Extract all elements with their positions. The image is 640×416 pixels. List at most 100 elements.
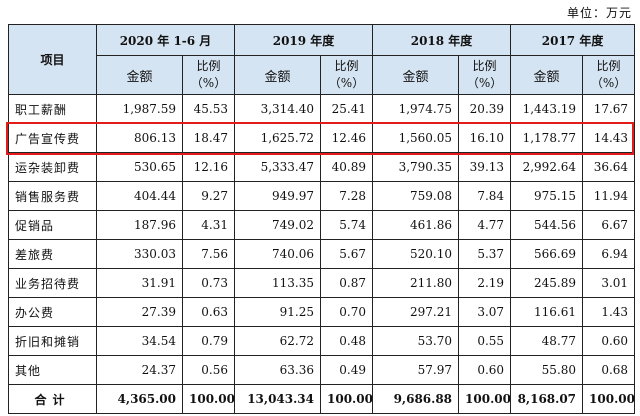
header-period-2018: 2018 年度 (372, 24, 512, 56)
ratio-cell: 7.28 (319, 181, 374, 211)
header-ratio-unit: （%） (466, 76, 503, 90)
table-row: 运杂装卸费 530.65 12.16 5,333.47 40.89 3,790.35 39.… (8, 152, 636, 182)
table-row: 差旅费 330.03 7.56 740.06 5.67 520.10 5.37 566.69 6… (8, 239, 636, 269)
amount-cell: 949.97 (234, 181, 321, 211)
header-period-2017: 2017 年度 (510, 24, 636, 56)
amount-cell: 544.56 (510, 210, 584, 240)
amount-cell: 211.80 (372, 268, 460, 298)
header-ratio-label: 比例 (196, 59, 221, 73)
row-name: 促销品 (8, 210, 97, 240)
amount-cell: 63.36 (234, 355, 321, 385)
header-ratio: 比例 （%） (458, 55, 512, 95)
ratio-cell: 0.56 (182, 355, 235, 385)
amount-cell: 566.69 (510, 239, 584, 269)
amount-cell: 5,333.47 (234, 152, 321, 182)
amount-cell: 1,178.77 (510, 123, 584, 153)
amount-cell: 1,443.19 (510, 94, 584, 124)
ratio-cell: 4.31 (182, 210, 235, 240)
ratio-cell: 0.60 (582, 326, 636, 356)
amount-cell: 520.10 (372, 239, 460, 269)
amount-cell: 55.80 (510, 355, 584, 385)
row-name: 差旅费 (8, 239, 97, 269)
table-row: 折旧和摊销 34.54 0.79 62.72 0.48 53.70 0.55 48.77 0.6… (8, 326, 636, 356)
amount-cell: 1,974.75 (372, 94, 460, 124)
amount-cell: 245.89 (510, 268, 584, 298)
header-ratio: 比例 （%） (319, 55, 374, 95)
ratio-cell: 3.01 (582, 268, 636, 298)
amount-cell: 1,625.72 (234, 123, 321, 153)
ratio-cell: 7.56 (182, 239, 235, 269)
amount-cell: 806.13 (96, 123, 183, 153)
amount-cell: 749.02 (234, 210, 321, 240)
amount-cell: 116.61 (510, 297, 584, 327)
ratio-cell: 0.73 (182, 268, 235, 298)
total-ratio-cell: 100.00 (458, 384, 512, 414)
header-amount: 金额 (510, 55, 584, 95)
header-period-2020h1: 2020 年 1-6 月 (96, 24, 235, 56)
row-name: 业务招待费 (8, 268, 97, 298)
header-ratio-label: 比例 (334, 59, 359, 73)
amount-cell: 3,790.35 (372, 152, 460, 182)
amount-cell: 57.97 (372, 355, 460, 385)
amount-cell: 461.86 (372, 210, 460, 240)
total-amount-cell: 13,043.34 (234, 384, 321, 414)
ratio-cell: 0.55 (458, 326, 512, 356)
ratio-cell: 18.47 (182, 123, 235, 153)
amount-cell: 759.08 (372, 181, 460, 211)
amount-cell: 1,560.05 (372, 123, 460, 153)
amount-cell: 91.25 (234, 297, 321, 327)
ratio-cell: 5.67 (319, 239, 374, 269)
ratio-cell: 12.16 (182, 152, 235, 182)
ratio-cell: 45.53 (182, 94, 235, 124)
amount-cell: 48.77 (510, 326, 584, 356)
ratio-cell: 20.39 (458, 94, 512, 124)
total-ratio-cell: 100.00 (182, 384, 235, 414)
total-amount-cell: 8,168.07 (510, 384, 584, 414)
header-ratio-unit: （%） (190, 76, 227, 90)
table-row: 业务招待费 31.91 0.73 113.35 0.87 211.80 2.19 245.89… (8, 268, 636, 298)
ratio-cell: 0.68 (582, 355, 636, 385)
header-ratio-unit: （%） (328, 76, 365, 90)
ratio-cell: 0.87 (319, 268, 374, 298)
ratio-cell: 4.77 (458, 210, 512, 240)
ratio-cell: 39.13 (458, 152, 512, 182)
amount-cell: 740.06 (234, 239, 321, 269)
expense-table-container: 项目 2020 年 1-6 月 2019 年度 2018 年度 2017 年度 … (6, 24, 636, 414)
amount-cell: 34.54 (96, 326, 183, 356)
header-period-2019: 2019 年度 (233, 24, 374, 56)
row-name: 广告宣传费 (8, 123, 97, 153)
header-amount: 金额 (234, 55, 321, 95)
ratio-cell: 9.27 (182, 181, 235, 211)
ratio-cell: 0.48 (319, 326, 374, 356)
header-ratio-unit: （%） (590, 76, 627, 90)
table-row: 办公费 27.39 0.63 91.25 0.70 297.21 3.07 116.61 1.4… (8, 297, 636, 327)
ratio-cell: 6.94 (582, 239, 636, 269)
amount-cell: 24.37 (96, 355, 183, 385)
header-item: 项目 (8, 24, 97, 95)
ratio-cell: 5.74 (319, 210, 374, 240)
amount-cell: 2,992.64 (510, 152, 584, 182)
table-row: 销售服务费 404.44 9.27 949.97 7.28 759.08 7.84 975.1… (8, 181, 636, 211)
ratio-cell: 11.94 (582, 181, 636, 211)
row-name: 运杂装卸费 (8, 152, 97, 182)
amount-cell: 975.15 (510, 181, 584, 211)
expense-table: 项目 2020 年 1-6 月 2019 年度 2018 年度 2017 年度 … (8, 24, 636, 414)
amount-cell: 187.96 (96, 210, 183, 240)
table-row: 职工薪酬 1,987.59 45.53 3,314.40 25.41 1,974.75 20… (8, 94, 636, 124)
ratio-cell: 6.67 (582, 210, 636, 240)
amount-cell: 1,987.59 (96, 94, 183, 124)
amount-cell: 404.44 (96, 181, 183, 211)
row-name: 职工薪酬 (8, 94, 97, 124)
ratio-cell: 16.10 (458, 123, 512, 153)
total-row: 合计 4,365.00 100.00 13,043.34 100.00 9,686.88 1… (8, 384, 636, 414)
header-ratio-label: 比例 (596, 59, 621, 73)
amount-cell: 27.39 (96, 297, 183, 327)
row-name: 办公费 (8, 297, 97, 327)
amount-cell: 113.35 (234, 268, 321, 298)
header-ratio-label: 比例 (472, 59, 497, 73)
header-ratio: 比例 （%） (182, 55, 235, 95)
ratio-cell: 0.49 (319, 355, 374, 385)
total-ratio-cell: 100.00 (582, 384, 636, 414)
amount-cell: 53.70 (372, 326, 460, 356)
header-amount: 金额 (96, 55, 183, 95)
